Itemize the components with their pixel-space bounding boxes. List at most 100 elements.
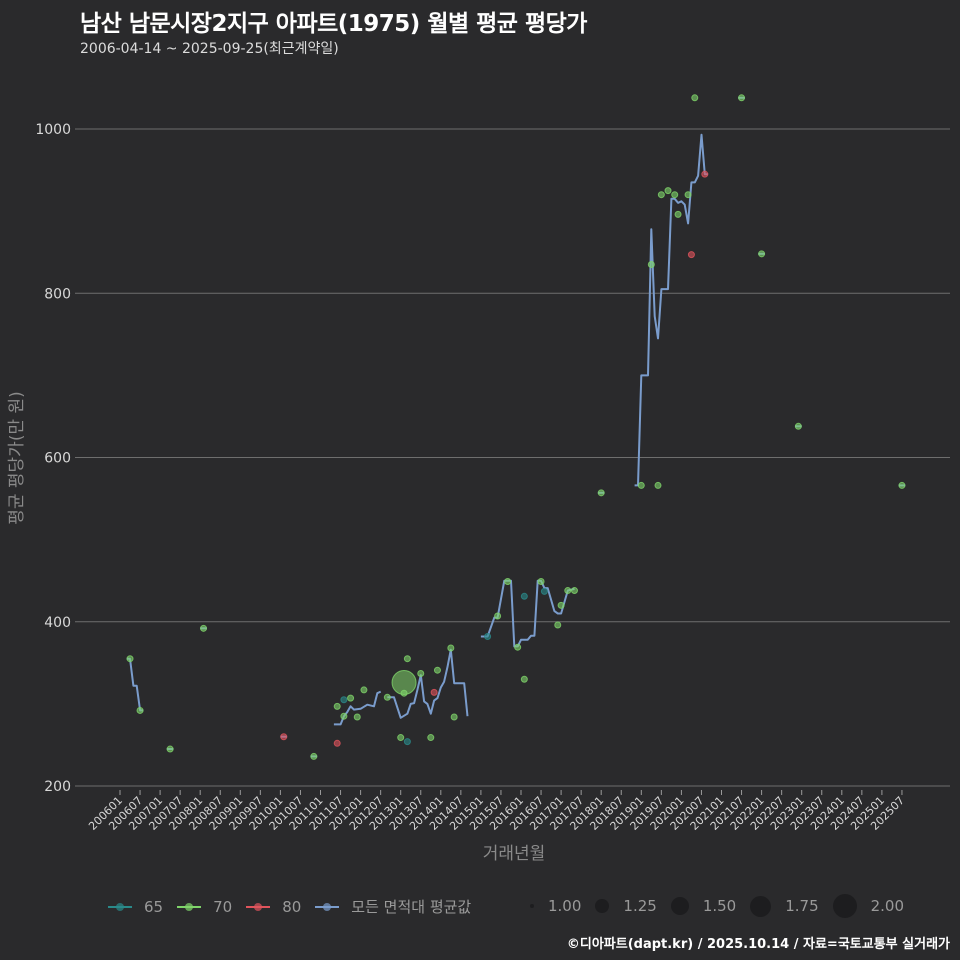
data-point bbox=[597, 489, 605, 497]
legend-item-2: 80 bbox=[246, 898, 301, 916]
source-caption: ©디아파트(dapt.kr) / 2025.10.14 / 자료=국토교통부 실… bbox=[566, 937, 950, 952]
data-point bbox=[447, 644, 455, 652]
area-legend: 65 70 80 모든 면적대 평균값 bbox=[108, 896, 485, 917]
legend-label: 70 bbox=[213, 897, 233, 916]
data-point bbox=[136, 706, 144, 714]
legend-item-1: 70 bbox=[177, 898, 232, 916]
data-point bbox=[570, 587, 578, 595]
chart-title: 남산 남문시장2지구 아파트(1975) 월별 평균 평당가 bbox=[80, 11, 587, 37]
average-line-segment bbox=[634, 133, 709, 487]
legend-label: 80 bbox=[282, 897, 302, 916]
scatter-points bbox=[126, 94, 906, 760]
size-legend-label: 1.00 bbox=[548, 897, 582, 915]
y-tick-label: 400 bbox=[44, 615, 71, 631]
data-point bbox=[310, 752, 318, 760]
data-point bbox=[554, 621, 562, 629]
data-point bbox=[564, 587, 572, 595]
data-point bbox=[654, 481, 662, 489]
data-point bbox=[430, 688, 438, 696]
data-point bbox=[417, 669, 425, 677]
data-point bbox=[758, 250, 766, 258]
y-tick-label: 600 bbox=[44, 451, 71, 467]
size-legend-label: 2.00 bbox=[870, 897, 905, 915]
legend-line-dot-icon bbox=[315, 901, 340, 913]
data-point bbox=[126, 655, 134, 663]
y-tick-label: 1000 bbox=[35, 122, 71, 138]
size-legend-item-3: 1.75 bbox=[750, 895, 819, 917]
size-legend-label: 1.50 bbox=[702, 897, 737, 915]
x-axis-ticks: 2006012006072007012007072008012008072009… bbox=[86, 790, 907, 833]
data-point bbox=[397, 734, 405, 742]
data-point bbox=[701, 170, 709, 178]
data-point bbox=[540, 587, 548, 595]
size-circle-icon bbox=[530, 904, 534, 908]
average-line-segment bbox=[387, 648, 469, 719]
data-point bbox=[340, 696, 348, 704]
legend-line-dot-icon bbox=[177, 901, 202, 913]
data-point bbox=[691, 94, 699, 102]
data-point bbox=[403, 738, 411, 746]
data-point bbox=[433, 666, 441, 674]
average-line-segment bbox=[480, 579, 575, 648]
legend-label: 모든 면적대 평균값 bbox=[351, 898, 472, 916]
data-point bbox=[520, 592, 528, 600]
size-legend-label: 1.25 bbox=[623, 897, 657, 915]
size-circle-icon bbox=[595, 899, 610, 913]
data-point bbox=[520, 675, 528, 683]
data-point bbox=[403, 655, 411, 663]
data-point bbox=[504, 578, 512, 586]
average-line bbox=[126, 96, 906, 758]
data-point bbox=[684, 191, 692, 199]
size-circle-icon bbox=[670, 897, 689, 915]
data-point bbox=[537, 578, 545, 586]
data-point bbox=[657, 191, 665, 199]
y-tick-label: 800 bbox=[44, 286, 71, 302]
data-point bbox=[738, 94, 746, 102]
y-axis-label: 평균 평당가(만 원) bbox=[7, 391, 27, 525]
data-point bbox=[166, 745, 174, 753]
gridlines bbox=[80, 128, 950, 787]
legend-line-dot-icon bbox=[246, 901, 271, 913]
chart-subtitle: 2006-04-14 ~ 2025-09-25(최근계약일) bbox=[80, 41, 339, 57]
data-point bbox=[353, 713, 361, 721]
size-legend-label: 1.75 bbox=[785, 897, 819, 915]
x-axis-label: 거래년월 bbox=[483, 844, 546, 864]
data-point bbox=[557, 601, 565, 609]
data-point bbox=[200, 624, 208, 632]
data-point bbox=[400, 689, 408, 697]
data-point bbox=[333, 702, 341, 710]
data-point bbox=[347, 694, 355, 702]
data-point bbox=[340, 712, 348, 720]
size-circle-icon bbox=[750, 895, 772, 917]
data-point bbox=[794, 422, 802, 430]
size-legend-item-0: 1.00 bbox=[530, 897, 581, 915]
legend-item-0: 65 bbox=[108, 898, 163, 916]
data-point bbox=[637, 481, 645, 489]
legend-item-3: 모든 면적대 평균값 bbox=[315, 896, 471, 917]
data-point bbox=[674, 210, 682, 218]
y-axis-ticks: 200 400 600 800 1000 bbox=[35, 122, 80, 795]
data-point bbox=[494, 612, 502, 620]
size-legend-item-1: 1.25 bbox=[595, 897, 657, 915]
size-legend-item-4: 2.00 bbox=[832, 894, 905, 918]
y-tick-label: 200 bbox=[44, 779, 71, 795]
average-line-segment bbox=[126, 657, 144, 712]
data-point bbox=[383, 693, 391, 701]
data-point bbox=[360, 686, 368, 694]
data-point bbox=[687, 251, 695, 259]
data-point bbox=[514, 643, 522, 651]
data-point bbox=[647, 261, 655, 269]
data-point bbox=[671, 191, 679, 199]
size-circle-icon bbox=[832, 894, 857, 918]
data-point bbox=[427, 734, 435, 742]
data-point bbox=[664, 187, 672, 195]
data-point bbox=[484, 633, 492, 641]
data-point bbox=[280, 733, 288, 741]
legend-line-dot-icon bbox=[108, 901, 132, 913]
data-point bbox=[450, 713, 458, 721]
size-legend-item-2: 1.50 bbox=[670, 897, 737, 915]
data-point bbox=[898, 481, 906, 489]
data-point bbox=[333, 739, 341, 747]
size-legend: 1.00 1.25 1.50 1.75 2.00 bbox=[530, 894, 918, 918]
